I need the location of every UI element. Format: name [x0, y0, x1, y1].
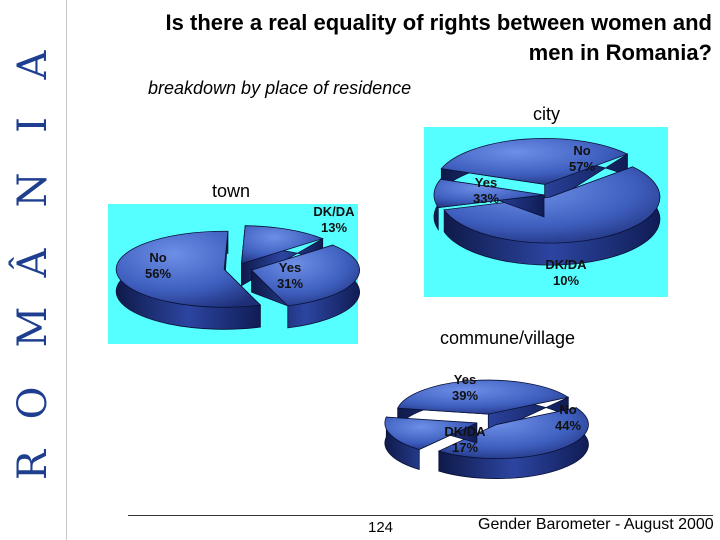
city-slice-dkda-label: DK/DA	[545, 257, 587, 272]
city-slice-no	[443, 166, 661, 244]
page-title-line-2: men in Romania?	[528, 40, 712, 65]
village-chart-label: commune/village	[440, 328, 576, 348]
town-slice-yes	[250, 244, 360, 307]
city-slice-yes	[440, 137, 629, 185]
town-slice-dkda-label: DK/DA	[313, 204, 355, 219]
page-number: 124	[368, 519, 394, 536]
city-slice-yes-value: 33%	[473, 191, 499, 206]
footer-source: Gender Barometer - August 2000	[478, 516, 714, 533]
city-chart-label: city	[533, 104, 560, 124]
commune-village-slice-no-value: 44%	[555, 418, 581, 433]
commune-village-slice-no	[437, 407, 589, 459]
town-slice-yes-value: 31%	[277, 276, 303, 291]
page-title-line-1: Is there a real equality of rights betwe…	[165, 10, 712, 35]
town-slice-no	[115, 230, 262, 308]
city-slice-dkda	[433, 178, 545, 209]
city-slice-no-label: No	[573, 143, 590, 158]
footer-divider	[128, 515, 713, 516]
town-slice-yes-label: Yes	[279, 260, 301, 275]
commune-village-slice-dkda-value: 17%	[452, 440, 478, 455]
page-subtitle: breakdown by place of residence	[148, 78, 412, 98]
city-slice-no-value: 57%	[569, 159, 595, 174]
side-divider	[66, 0, 67, 540]
commune-village-slice-dkda-label: DK/DA	[444, 424, 486, 439]
town-slice-no-label: No	[149, 250, 166, 265]
town-slice-dkda	[240, 225, 324, 265]
commune-village-slice-dkda	[384, 416, 478, 450]
town-slice-no-value: 56%	[145, 266, 171, 281]
city-slice-dkda-value: 10%	[553, 273, 579, 288]
page-title: Is there a real equality of rights betwe…	[112, 8, 712, 68]
commune-village-slice-yes	[397, 379, 570, 415]
city-slice-yes-label: Yes	[475, 175, 497, 190]
town-chart-label: town	[212, 181, 251, 201]
town-slice-dkda-value: 13%	[321, 220, 347, 235]
commune-village-slice-yes-value: 39%	[452, 388, 478, 403]
commune-village-slice-no-label: No	[559, 402, 576, 417]
commune-village-slice-yes-label: Yes	[454, 372, 476, 387]
